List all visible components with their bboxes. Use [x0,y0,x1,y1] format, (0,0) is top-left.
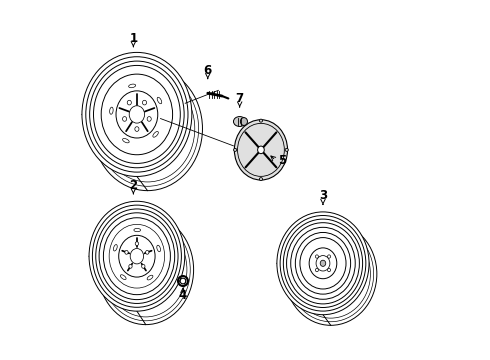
Ellipse shape [153,131,158,137]
Ellipse shape [316,256,330,271]
Ellipse shape [316,255,318,258]
Ellipse shape [147,117,151,121]
Text: 2: 2 [129,179,137,192]
Ellipse shape [130,248,144,264]
Ellipse shape [142,264,145,268]
Ellipse shape [82,53,192,176]
Text: 4: 4 [179,289,187,302]
Ellipse shape [234,120,288,180]
Ellipse shape [128,84,136,88]
Text: 1: 1 [129,32,137,45]
Ellipse shape [259,119,263,122]
Ellipse shape [135,127,139,131]
Ellipse shape [135,242,139,246]
Text: 6: 6 [204,64,212,77]
Ellipse shape [121,275,126,280]
Ellipse shape [110,107,113,114]
Ellipse shape [122,139,129,143]
Ellipse shape [116,91,158,138]
Ellipse shape [277,212,369,315]
Ellipse shape [157,97,162,104]
Text: 5: 5 [278,154,286,167]
Ellipse shape [122,117,126,121]
Ellipse shape [233,117,246,126]
Ellipse shape [241,118,247,125]
Ellipse shape [127,100,131,105]
Ellipse shape [309,248,337,279]
Ellipse shape [129,106,145,123]
Ellipse shape [285,148,288,151]
Ellipse shape [147,275,153,280]
Ellipse shape [101,74,172,155]
Ellipse shape [234,148,237,151]
Ellipse shape [316,269,318,272]
Ellipse shape [258,146,264,154]
Ellipse shape [119,235,155,277]
Ellipse shape [327,255,331,258]
Ellipse shape [320,260,326,266]
Ellipse shape [259,177,263,181]
Text: 3: 3 [319,189,327,202]
Ellipse shape [129,264,132,268]
Ellipse shape [114,244,117,251]
Ellipse shape [143,100,147,105]
Ellipse shape [89,201,185,311]
Ellipse shape [157,245,161,252]
Ellipse shape [125,251,128,254]
Ellipse shape [327,269,331,272]
Ellipse shape [103,218,171,295]
Ellipse shape [134,228,141,232]
Ellipse shape [146,251,149,254]
Text: 7: 7 [236,92,244,105]
